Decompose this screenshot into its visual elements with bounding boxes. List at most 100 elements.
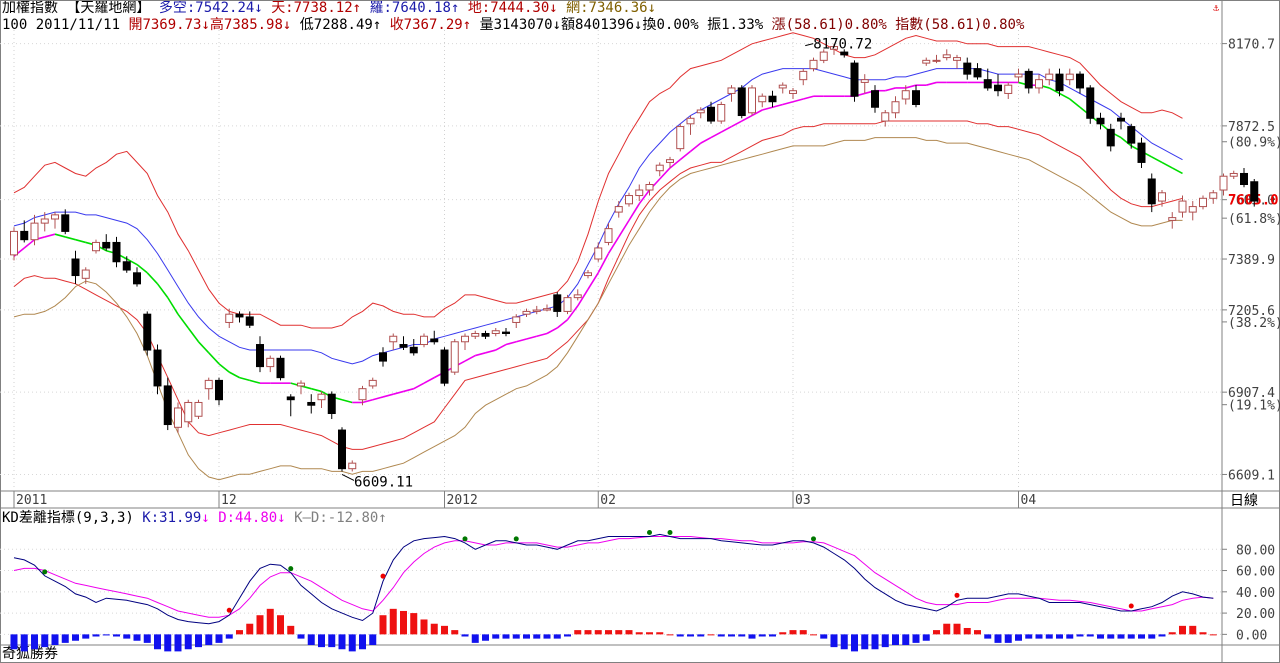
candle-down bbox=[245, 316, 254, 326]
candle-up bbox=[594, 247, 603, 260]
candle-up bbox=[297, 382, 305, 387]
duokong-line-segment bbox=[167, 297, 179, 315]
price-header-line: 加權指數 【天羅地網】 多空:7542.24↓ 天:7738.12↑ 羅:764… bbox=[2, 0, 656, 16]
kd-bar-negative bbox=[717, 634, 725, 637]
candle-up bbox=[348, 462, 357, 470]
kd-bar-negative bbox=[461, 634, 469, 637]
kd-bar-negative bbox=[184, 634, 192, 650]
candle-down bbox=[61, 214, 70, 232]
candle-down bbox=[1024, 70, 1033, 89]
candle-down bbox=[215, 379, 223, 401]
candle-up bbox=[450, 341, 459, 373]
ohlc-header-line: 100 2011/11/11 開7369.73↓高7385.98↓ 低7288.… bbox=[2, 17, 1024, 33]
kd-bar-negative bbox=[564, 634, 571, 637]
kd-bar-positive bbox=[1189, 625, 1197, 635]
kd-bar-positive bbox=[1168, 632, 1176, 635]
kd-bar-negative bbox=[338, 634, 346, 650]
duokong-line-segment bbox=[126, 258, 138, 266]
candle-down bbox=[440, 349, 449, 384]
candle-up bbox=[1209, 192, 1218, 199]
candle-up bbox=[789, 90, 797, 94]
candle-up bbox=[1045, 73, 1054, 81]
candle-up bbox=[635, 189, 644, 197]
kd-bar-positive bbox=[400, 610, 407, 635]
candle-up bbox=[604, 228, 613, 243]
candle-up bbox=[625, 195, 633, 205]
duokong-line-segment bbox=[587, 272, 599, 290]
arrow-down-icon: ↓ bbox=[647, 0, 656, 16]
candle-down bbox=[707, 106, 715, 122]
kd-bar-negative bbox=[133, 634, 141, 641]
duokong-line-segment bbox=[239, 376, 250, 382]
candle-up bbox=[666, 159, 674, 163]
arrow-up-icon: ↑ bbox=[372, 17, 382, 33]
duokong-line-segment bbox=[741, 114, 753, 122]
tian-band-line bbox=[13, 32, 1183, 329]
candle-up bbox=[676, 126, 685, 150]
kd-bar-negative bbox=[1148, 634, 1156, 639]
kd-bar-positive bbox=[605, 630, 612, 635]
kd-bar-negative bbox=[359, 634, 366, 650]
candle-down bbox=[327, 393, 336, 415]
k-line bbox=[13, 533, 1214, 625]
duokong-line-segment bbox=[341, 398, 353, 404]
candle-up bbox=[51, 214, 59, 220]
di-value: 地:7444.30 bbox=[467, 0, 550, 16]
candle-down bbox=[153, 349, 162, 387]
kd-header-line: KD差離指標(9,3,3) K:31.99↓ D:44.80↓ K—D:-12.… bbox=[2, 510, 387, 526]
duokong-line-segment bbox=[1171, 167, 1183, 175]
candle-up bbox=[953, 57, 961, 61]
candle-up bbox=[184, 401, 193, 423]
arrow-down-icon: ↓ bbox=[282, 17, 292, 33]
duokong-line-segment bbox=[905, 84, 917, 89]
candle-down bbox=[1127, 126, 1136, 144]
kd-bar-negative bbox=[1045, 634, 1053, 639]
kd-tick-label: 60.00 bbox=[1236, 565, 1275, 580]
kd-bar-positive bbox=[799, 630, 807, 635]
duokong-line-segment bbox=[731, 120, 743, 128]
kd-bar-negative bbox=[984, 634, 992, 639]
broker-name: 奇狐勝券 bbox=[2, 646, 58, 662]
candle-up bbox=[10, 230, 18, 256]
kd-bar-negative bbox=[543, 634, 551, 639]
candle-up bbox=[1168, 217, 1177, 221]
duokong-line-segment bbox=[566, 305, 579, 321]
kd-bar-negative bbox=[492, 634, 500, 639]
kd-bar-negative bbox=[994, 634, 1002, 643]
kd-bar-positive bbox=[256, 615, 264, 635]
duokong-line-segment bbox=[464, 354, 476, 362]
duokong-line-segment bbox=[382, 393, 394, 398]
duokong-line-segment bbox=[638, 189, 651, 205]
kd-bar-positive bbox=[646, 632, 653, 635]
kd-diff-value: K—D:-12.80 bbox=[294, 510, 379, 526]
candle-up bbox=[1229, 172, 1238, 177]
kd-bar-negative bbox=[164, 634, 172, 652]
candle-up bbox=[40, 218, 49, 224]
candle-up bbox=[204, 379, 213, 390]
kd-bar-negative bbox=[215, 634, 223, 643]
kd-bar-negative bbox=[820, 634, 828, 639]
kd-bar-negative bbox=[205, 634, 213, 645]
kd-bar-negative bbox=[1138, 634, 1145, 639]
golden-cross-marker bbox=[1128, 603, 1134, 609]
candle-down bbox=[1106, 128, 1115, 147]
duokong-line-segment bbox=[803, 95, 814, 100]
candle-down bbox=[737, 87, 746, 117]
duokong-line-segment bbox=[146, 272, 159, 285]
price-tick-label: 6609.1 bbox=[1228, 468, 1275, 483]
kd-bar-negative bbox=[174, 634, 182, 652]
candle-up bbox=[614, 206, 623, 213]
candle-up bbox=[389, 335, 398, 343]
duokong-line-segment bbox=[23, 239, 36, 249]
kd-bar-positive bbox=[963, 627, 971, 635]
luo-value: 羅:7640.18 bbox=[369, 0, 451, 16]
price-tick-label: 7389.9 bbox=[1228, 253, 1275, 268]
kd-bar-positive bbox=[451, 630, 459, 635]
kd-bar-negative bbox=[1056, 634, 1063, 639]
duokong-line-segment bbox=[208, 352, 220, 365]
duokong-line-segment bbox=[393, 390, 404, 395]
time-tick-label: 02 bbox=[600, 493, 616, 508]
candle-up bbox=[727, 87, 736, 94]
kd-bar-negative bbox=[1158, 634, 1166, 637]
